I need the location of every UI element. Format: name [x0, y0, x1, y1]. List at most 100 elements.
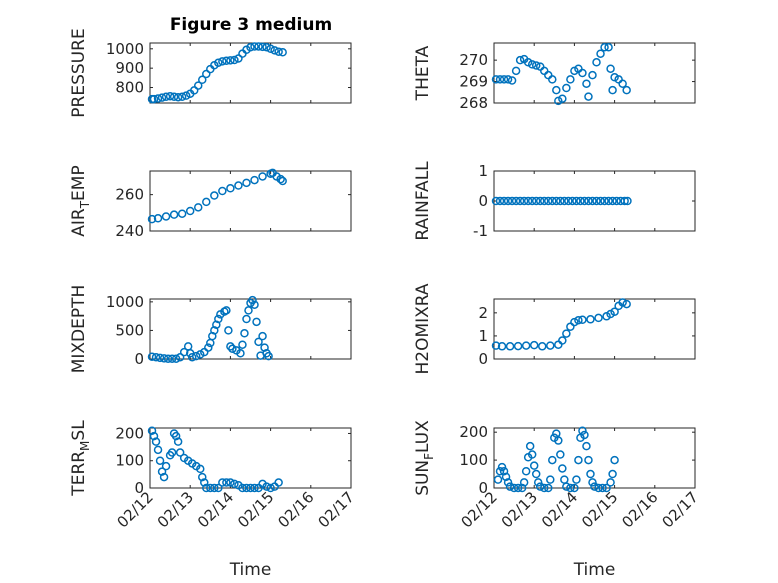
data-point — [198, 472, 207, 482]
subplot-rainfall: -1 0 1 RAINFALL — [413, 161, 696, 241]
data-point — [155, 456, 165, 465]
data-point — [558, 464, 567, 473]
data-point — [228, 344, 237, 353]
data-point — [622, 299, 631, 309]
data-point — [169, 210, 179, 219]
data-point — [171, 354, 181, 363]
data-point — [618, 298, 627, 307]
subplot-air-temp: 240 260 AIRTEMP — [69, 165, 352, 240]
data-point — [222, 56, 231, 66]
data-point — [548, 75, 557, 84]
data-point — [202, 197, 211, 207]
data-point — [171, 431, 181, 441]
data-point — [548, 455, 557, 465]
data-point — [566, 483, 575, 493]
data-point — [222, 478, 231, 487]
data-point — [491, 196, 501, 206]
data-point — [519, 478, 529, 487]
data-point — [546, 341, 555, 350]
data-point — [248, 295, 257, 305]
data-point — [193, 203, 203, 212]
data-point — [554, 436, 563, 445]
data-point — [600, 196, 609, 206]
data-point — [218, 186, 227, 196]
data-point — [576, 196, 585, 206]
data-point — [556, 196, 565, 206]
data-point — [161, 92, 171, 102]
data-point — [165, 91, 175, 101]
data-point — [564, 196, 573, 206]
data-point — [234, 181, 243, 190]
data-point — [222, 306, 231, 315]
data-point — [505, 482, 515, 491]
data-point — [175, 353, 185, 362]
data-point — [540, 483, 549, 493]
data-point — [196, 464, 205, 474]
data-point — [266, 44, 275, 54]
data-point — [200, 478, 209, 487]
data-point — [612, 196, 621, 206]
data-point — [266, 483, 275, 493]
y-tick-label: 0 — [134, 479, 144, 497]
data-point — [262, 43, 271, 52]
data-point — [535, 196, 545, 206]
data-point — [499, 75, 509, 84]
data-point — [582, 441, 591, 451]
y-tick-label: 269 — [459, 73, 488, 91]
data-point — [157, 93, 167, 102]
axis-frame — [493, 298, 696, 360]
data-point — [198, 75, 207, 85]
y-axis-label: TERRMSL — [69, 420, 92, 497]
data-point — [163, 354, 173, 363]
y-tick-label: 1 — [478, 162, 488, 180]
data-point — [244, 306, 253, 315]
data-point — [604, 43, 613, 52]
subplot-h2omixra: 0 1 2 H2OMIXRA — [413, 283, 696, 375]
data-point — [210, 191, 219, 200]
data-point — [566, 75, 575, 84]
data-point — [274, 478, 283, 487]
data-point — [181, 91, 191, 100]
y-tick-label: 1000 — [106, 293, 144, 311]
data-point — [187, 353, 197, 362]
data-point — [584, 455, 593, 465]
data-point — [242, 483, 251, 493]
data-point — [191, 351, 201, 361]
data-point — [623, 196, 632, 206]
data-point — [540, 196, 549, 206]
y-tick-label: -1 — [473, 222, 488, 240]
data-point — [594, 483, 603, 493]
y-axis-label: AIRTEMP — [69, 165, 92, 236]
data-point — [592, 196, 601, 206]
data-point — [588, 70, 597, 80]
data-point — [151, 437, 161, 446]
y-axis-label: PRESSURE — [69, 28, 89, 117]
data-point — [572, 196, 581, 206]
data-point — [602, 483, 611, 493]
x-axis-label: Time — [229, 560, 272, 580]
data-point — [598, 483, 607, 493]
data-point — [278, 48, 287, 57]
data-point — [622, 85, 631, 95]
data-point — [521, 341, 531, 350]
y-axis-label: H2OMIXRA — [413, 283, 433, 374]
data-point — [497, 342, 507, 351]
data-point — [206, 483, 215, 493]
data-point — [499, 467, 509, 476]
data-point — [179, 347, 189, 357]
data-point — [533, 478, 543, 487]
data-point — [590, 482, 599, 491]
y-axis-label: RAINFALL — [413, 161, 433, 241]
data-point — [226, 56, 235, 65]
data-point — [525, 441, 535, 451]
data-point — [173, 437, 183, 446]
data-point — [562, 329, 571, 338]
data-point — [276, 174, 285, 184]
data-point — [242, 314, 251, 324]
y-tick-label: 0 — [478, 479, 488, 497]
data-point — [204, 343, 213, 352]
data-point — [537, 342, 547, 351]
data-point — [521, 467, 531, 476]
